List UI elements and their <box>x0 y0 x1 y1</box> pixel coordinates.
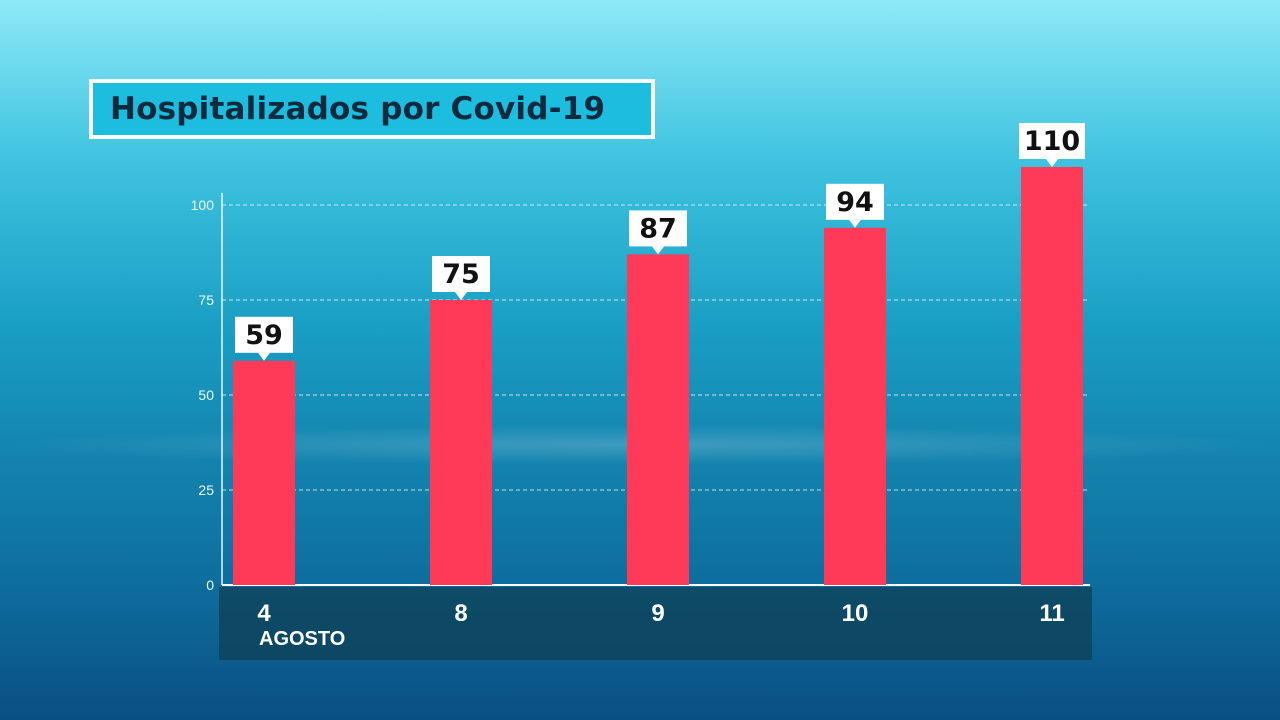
value-callout-pointer <box>258 352 270 361</box>
value-callout-pointer <box>1046 159 1058 167</box>
chart-title-box: Hospitalizados por Covid-19 <box>89 79 655 139</box>
x-tick-label: 11 <box>1039 600 1064 627</box>
y-tick-label: 75 <box>198 292 214 308</box>
x-tick-label: 4 <box>257 600 271 627</box>
value-callout <box>1019 123 1085 159</box>
bar <box>1021 167 1083 585</box>
x-tick-label: 9 <box>651 600 664 627</box>
value-callout-pointer <box>652 246 664 255</box>
x-axis-band <box>219 587 1092 660</box>
data-label: 87 <box>639 213 677 244</box>
value-callout-pointer <box>455 292 467 300</box>
value-callout <box>629 210 687 247</box>
value-callout-pointer <box>849 219 861 228</box>
data-label: 59 <box>245 320 283 351</box>
data-label: 75 <box>442 259 480 290</box>
y-tick-label: 50 <box>198 387 214 403</box>
x-tick-label: 8 <box>454 600 467 627</box>
data-label: 94 <box>836 187 874 218</box>
data-label: 110 <box>1024 126 1080 157</box>
chart-title: Hospitalizados por Covid-19 <box>110 91 606 127</box>
y-tick-label: 0 <box>206 577 214 593</box>
bar <box>430 300 492 585</box>
y-tick-label: 25 <box>198 482 214 498</box>
bar <box>627 254 689 585</box>
value-callout <box>235 316 293 353</box>
x-tick-label: 10 <box>842 600 869 627</box>
value-callout <box>432 256 490 292</box>
bar <box>233 360 295 585</box>
bar <box>824 227 886 586</box>
value-callout <box>826 183 884 220</box>
x-axis-sublabel: AGOSTO <box>259 628 346 650</box>
y-tick-label: 100 <box>191 197 215 213</box>
